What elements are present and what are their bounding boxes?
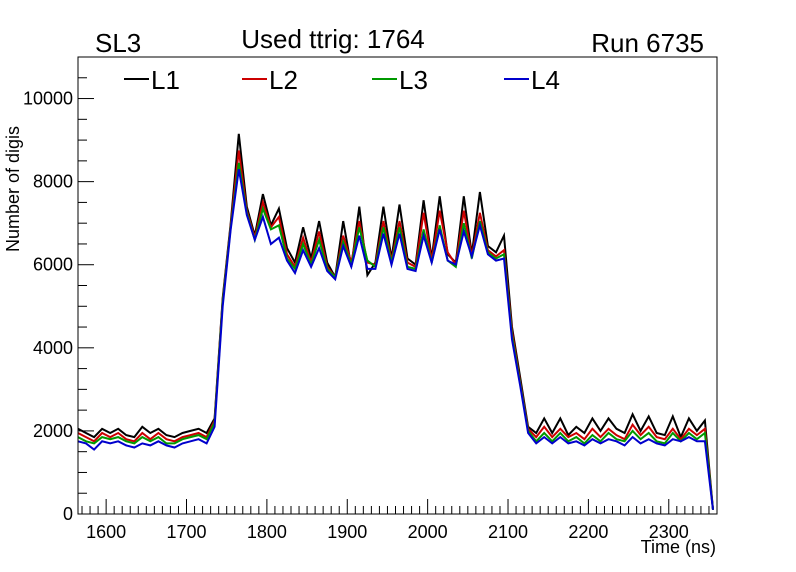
series-line-l1 [77,133,714,510]
x-tick-label: 2200 [568,522,608,542]
axis-ticks [78,56,718,515]
y-tick-label: 8000 [33,172,73,192]
x-tick-label: 1800 [247,522,287,542]
x-tick-label: 2300 [649,522,689,542]
x-tick-label: 1600 [86,522,126,542]
legend-label-l4: L4 [531,65,560,95]
y-tick-label: 4000 [33,338,73,358]
x-axis-title: Time (ns) [641,537,716,557]
y-tick-label: 0 [63,504,73,524]
legend-label-l2: L2 [269,65,298,95]
y-axis-title: Number of digis [3,126,23,252]
legend: L1 L2 L3 L4 [124,65,560,95]
series-line-l3 [77,162,714,510]
chart-title: Used ttrig: 1764 [241,24,425,54]
series-line-l2 [77,150,714,510]
legend-label-l3: L3 [399,65,428,95]
y-tick-label: 10000 [23,89,73,109]
plot-frame [77,56,718,515]
tick-labels: 1600 1700 1800 1900 2000 2100 2200 2300 0 2000 400… [23,89,689,542]
run-label: Run 6735 [591,28,704,58]
panel-label: SL3 [95,28,141,58]
y-tick-label: 2000 [33,421,73,441]
legend-label-l1: L1 [151,65,180,95]
x-tick-label: 1900 [327,522,367,542]
series-group [77,133,714,510]
x-tick-label: 1700 [166,522,206,542]
y-tick-label: 6000 [33,255,73,275]
x-tick-label: 2000 [408,522,448,542]
series-line-l4 [77,169,714,510]
x-tick-label: 2100 [488,522,528,542]
